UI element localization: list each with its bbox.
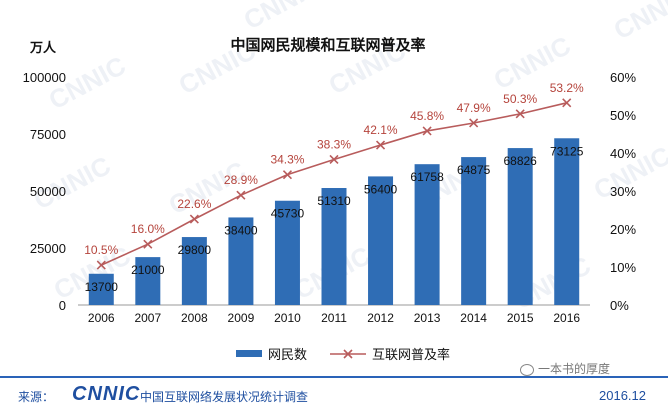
y-right-tick-label: 60%: [610, 70, 636, 85]
legend-marker-line: [343, 349, 353, 359]
line-value-label: 22.6%: [177, 197, 211, 211]
bar-value-label: 21000: [131, 263, 165, 277]
bar-internet-users: [88, 273, 114, 305]
line-value-label: 28.9%: [224, 173, 258, 187]
line-value-label: 16.0%: [131, 222, 165, 236]
x-tick-label: 2009: [228, 311, 255, 325]
line-value-label: 45.8%: [410, 109, 444, 123]
y-right-tick-label: 40%: [610, 146, 636, 161]
x-tick-label: 2012: [367, 311, 394, 325]
x-tick-label: 2008: [181, 311, 208, 325]
line-value-label: 53.2%: [550, 81, 584, 95]
bar-value-label: 73125: [550, 144, 584, 158]
bar-internet-users: [414, 164, 440, 305]
bar-internet-users: [228, 217, 254, 305]
y-right-tick-label: 20%: [610, 222, 636, 237]
footer-date: 2016.12: [599, 388, 646, 403]
bar-internet-users: [135, 257, 161, 305]
line-value-label: 38.3%: [317, 137, 351, 151]
x-tick-label: 2013: [414, 311, 441, 325]
footer-survey-name: 中国互联网络发展状况统计调查: [140, 390, 309, 404]
bar-internet-users: [274, 200, 300, 305]
wechat-watermark: 一本书的厚度: [520, 360, 610, 377]
bar-value-label: 64875: [457, 163, 491, 177]
wechat-account-name: 一本书的厚度: [538, 362, 611, 376]
line-marker: [515, 109, 525, 119]
x-tick-label: 2016: [553, 311, 580, 325]
legend-swatch-bars: [236, 350, 262, 357]
line-value-label: 50.3%: [503, 92, 537, 106]
line-value-label: 47.9%: [457, 101, 491, 115]
line-marker: [143, 239, 153, 249]
bar-value-label: 29800: [178, 243, 212, 257]
y-left-tick-label: 25000: [30, 241, 66, 256]
bar-internet-users: [554, 138, 580, 305]
y-right-tick-label: 50%: [610, 108, 636, 123]
x-tick-label: 2006: [88, 311, 115, 325]
bar-internet-users: [321, 188, 347, 305]
line-marker: [96, 260, 106, 270]
x-tick-label: 2014: [460, 311, 487, 325]
line-marker: [422, 126, 432, 136]
line-marker: [375, 140, 386, 150]
line-marker: [562, 98, 572, 108]
legend-label-bars: 网民数: [268, 348, 307, 363]
bar-internet-users: [368, 176, 394, 305]
bar-value-label: 51310: [317, 194, 351, 208]
x-tick-label: 2010: [274, 311, 301, 325]
cnnic-logo: CNNIC: [72, 383, 141, 405]
bar-value-label: 68826: [503, 154, 537, 168]
line-value-label: 42.1%: [364, 123, 398, 137]
line-marker: [236, 190, 246, 200]
cnnic-watermark: CNNIC: [239, 0, 326, 35]
bar-value-label: 38400: [224, 223, 258, 237]
x-tick-label: 2011: [321, 311, 347, 325]
bar-value-label: 13700: [85, 280, 119, 294]
line-value-label: 10.5%: [84, 243, 118, 257]
x-tick-label: 2015: [507, 311, 534, 325]
footer-source-label: 来源：: [18, 390, 55, 404]
bar-value-label: 45730: [271, 207, 305, 221]
y-left-unit-label: 万人: [29, 40, 57, 56]
y-right-tick-label: 10%: [610, 260, 636, 275]
wechat-icon: [520, 363, 534, 376]
y-right-tick-label: 30%: [610, 184, 636, 199]
footer-bar: [0, 376, 668, 418]
line-marker: [189, 214, 199, 224]
bar-value-label: 56400: [364, 182, 398, 196]
bar-value-label: 61758: [410, 170, 444, 184]
chart-title: 中国网民规模和互联网普及率: [230, 36, 425, 54]
cnnic-watermark: CNNIC: [29, 150, 116, 215]
line-marker: [469, 118, 479, 128]
bar-internet-users: [461, 157, 487, 305]
bar-internet-users: [181, 237, 207, 305]
y-left-tick-label: 75000: [30, 127, 66, 142]
line-marker: [329, 154, 339, 165]
legend-label-line: 互联网普及率: [372, 347, 450, 363]
y-left-tick-label: 100000: [23, 70, 66, 85]
bar-internet-users: [507, 148, 533, 305]
x-tick-label: 2007: [134, 311, 161, 325]
y-right-tick-label: 0%: [610, 298, 629, 313]
line-marker: [282, 170, 293, 180]
y-left-tick-label: 50000: [30, 184, 66, 199]
line-value-label: 34.3%: [270, 153, 304, 167]
y-left-tick-label: 0: [59, 298, 66, 313]
cnnic-watermark: CNNIC: [609, 0, 668, 45]
